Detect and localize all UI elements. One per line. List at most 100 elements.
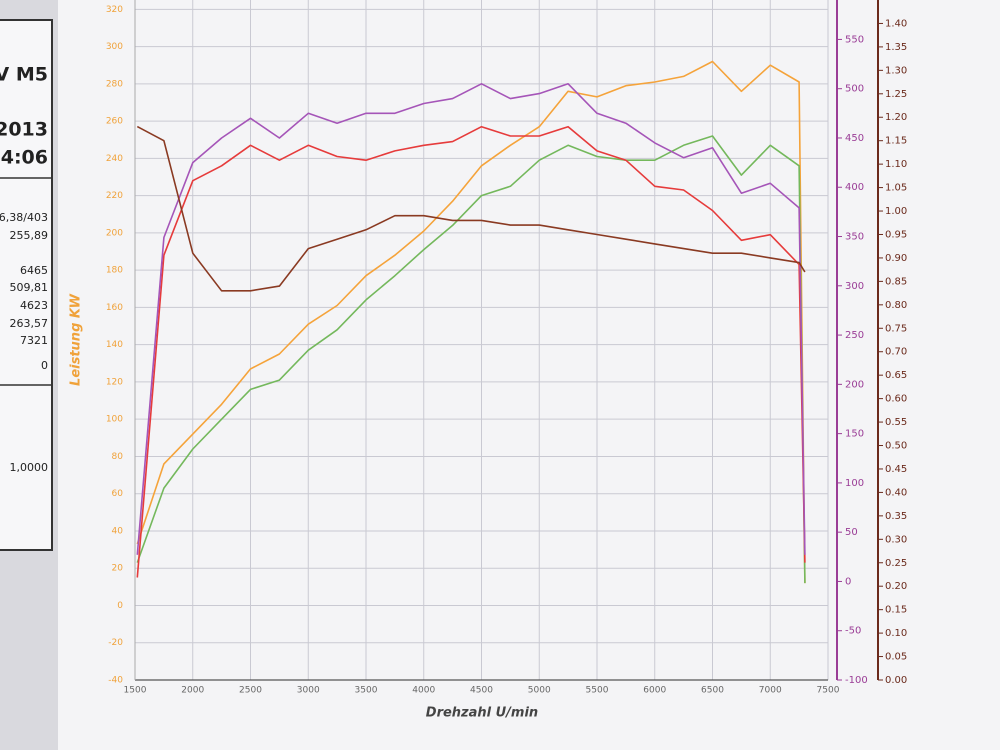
x-tick-label: 3500 (355, 686, 378, 696)
y2-tick-label: -100 (845, 675, 868, 686)
y2-tick-label: 200 (845, 379, 864, 390)
y3-tick-label: 0.45 (885, 464, 907, 475)
y3-tick-label: 0.10 (885, 628, 907, 639)
y3-tick-label: 1.35 (885, 42, 907, 53)
y3-tick-label: 0.90 (885, 253, 907, 264)
series-line (136, 60, 806, 584)
side-text: 0 (41, 359, 48, 372)
y-tick-label: 40 (112, 526, 124, 536)
y-tick-label: 300 (106, 42, 123, 52)
y2-tick-label: 350 (845, 232, 864, 243)
y3-tick-label: 0.70 (885, 347, 907, 358)
side-text: 2013 (0, 119, 48, 141)
y-tick-label: 20 (112, 564, 124, 574)
side-text: 4623 (20, 299, 48, 312)
y2-tick-label: 300 (845, 281, 864, 292)
side-panel (0, 19, 53, 551)
y-tick-label: 320 (106, 5, 123, 15)
y3-tick-label: 0.35 (885, 511, 907, 522)
y3-tick-label: 0.65 (885, 370, 907, 381)
y-tick-label: 100 (106, 415, 123, 425)
x-tick-label: 5000 (528, 686, 551, 696)
y3-tick-label: 0.30 (885, 534, 907, 545)
side-text: V M5 (0, 64, 48, 86)
x-tick-label: 4000 (412, 686, 435, 696)
series-line (136, 83, 806, 555)
y-tick-label: 260 (106, 117, 123, 127)
y3-tick-label: 0.95 (885, 229, 907, 240)
y3-tick-label: 0.00 (885, 675, 907, 686)
y2-tick-label: 550 (845, 34, 864, 45)
side-text: 509,81 (10, 281, 49, 294)
side-text: 6465 (20, 264, 48, 277)
x-tick-label: 4500 (470, 686, 493, 696)
x-tick-label: 7500 (817, 686, 840, 696)
series-line (136, 135, 806, 584)
y2-tick-label: 0 (845, 576, 851, 587)
y2-tick-label: 150 (845, 429, 864, 440)
y2-tick-label: 250 (845, 330, 864, 341)
y3-tick-label: 0.50 (885, 441, 907, 452)
y2-tick-label: -50 (845, 626, 861, 637)
paper (58, 0, 1000, 750)
y3-tick-label: 1.00 (885, 206, 907, 217)
y3-tick-label: 0.55 (885, 417, 907, 428)
x-axis-title: Drehzahl U/min (426, 706, 538, 721)
x-tick-label: 2500 (239, 686, 262, 696)
y3-tick-label: 1.20 (885, 112, 907, 123)
y3-tick-label: 1.30 (885, 65, 907, 76)
y-tick-label: 180 (106, 266, 123, 276)
y3-tick-label: 0.85 (885, 276, 907, 287)
x-tick-label: 6500 (701, 686, 724, 696)
side-text: 1,0000 (10, 461, 49, 474)
y-tick-label: 200 (106, 228, 123, 238)
y-tick-label: 120 (106, 377, 123, 387)
y3-tick-label: 1.40 (885, 18, 907, 29)
y-tick-label: 280 (106, 79, 123, 89)
y-tick-label: -40 (108, 676, 123, 686)
y2-tick-label: 50 (845, 527, 858, 538)
side-text: 4:06 (1, 147, 48, 169)
y-tick-label: 80 (112, 452, 124, 462)
y3-tick-label: 1.05 (885, 183, 907, 194)
y3-tick-label: 0.60 (885, 394, 907, 405)
x-tick-label: 6000 (643, 686, 666, 696)
y-tick-label: -20 (108, 638, 123, 648)
y-tick-label: 240 (106, 154, 123, 164)
plot: 1500 2000 2500 3000 3500 4000 4500 5000 5500 6000… (106, 0, 907, 696)
y-tick-label: 60 (112, 489, 124, 499)
y-tick-label: 140 (106, 340, 123, 350)
y3-tick-label: 0.15 (885, 605, 907, 616)
side-text: 255,89 (10, 229, 49, 242)
series-line (136, 125, 806, 578)
side-text: 6,38/403 (0, 211, 48, 224)
series-line (136, 125, 806, 292)
x-tick-label: 7000 (759, 686, 782, 696)
y-tick-label: 220 (106, 191, 123, 201)
side-text: 7321 (20, 334, 48, 347)
y3-tick-label: 1.15 (885, 136, 907, 147)
y2-tick-label: 500 (845, 84, 864, 95)
y3-tick-label: 0.75 (885, 323, 907, 334)
y-tick-label: 160 (106, 303, 123, 313)
y3-tick-label: 0.40 (885, 487, 907, 498)
y3-tick-label: 1.10 (885, 159, 907, 170)
x-tick-label: 5500 (586, 686, 609, 696)
y2-tick-label: 400 (845, 182, 864, 193)
side-texts: V M5 2013 4:06 6,38/403 255,89 6465 509,81 4623… (0, 64, 48, 475)
side-text: 263,57 (10, 317, 49, 330)
y3-tick-label: 0.05 (885, 652, 907, 663)
x-tick-label: 3000 (297, 686, 320, 696)
y2-tick-label: 100 (845, 478, 864, 489)
y-axis-title: Leistung KW (69, 293, 84, 386)
y3-tick-label: 1.25 (885, 89, 907, 100)
x-tick-label: 1500 (124, 686, 147, 696)
x-tick-label: 2000 (181, 686, 204, 696)
y3-tick-label: 0.20 (885, 581, 907, 592)
y3-tick-label: 0.25 (885, 558, 907, 569)
y-tick-label: 0 (117, 601, 123, 611)
y3-tick-label: 0.80 (885, 300, 907, 311)
y2-tick-label: 450 (845, 133, 864, 144)
